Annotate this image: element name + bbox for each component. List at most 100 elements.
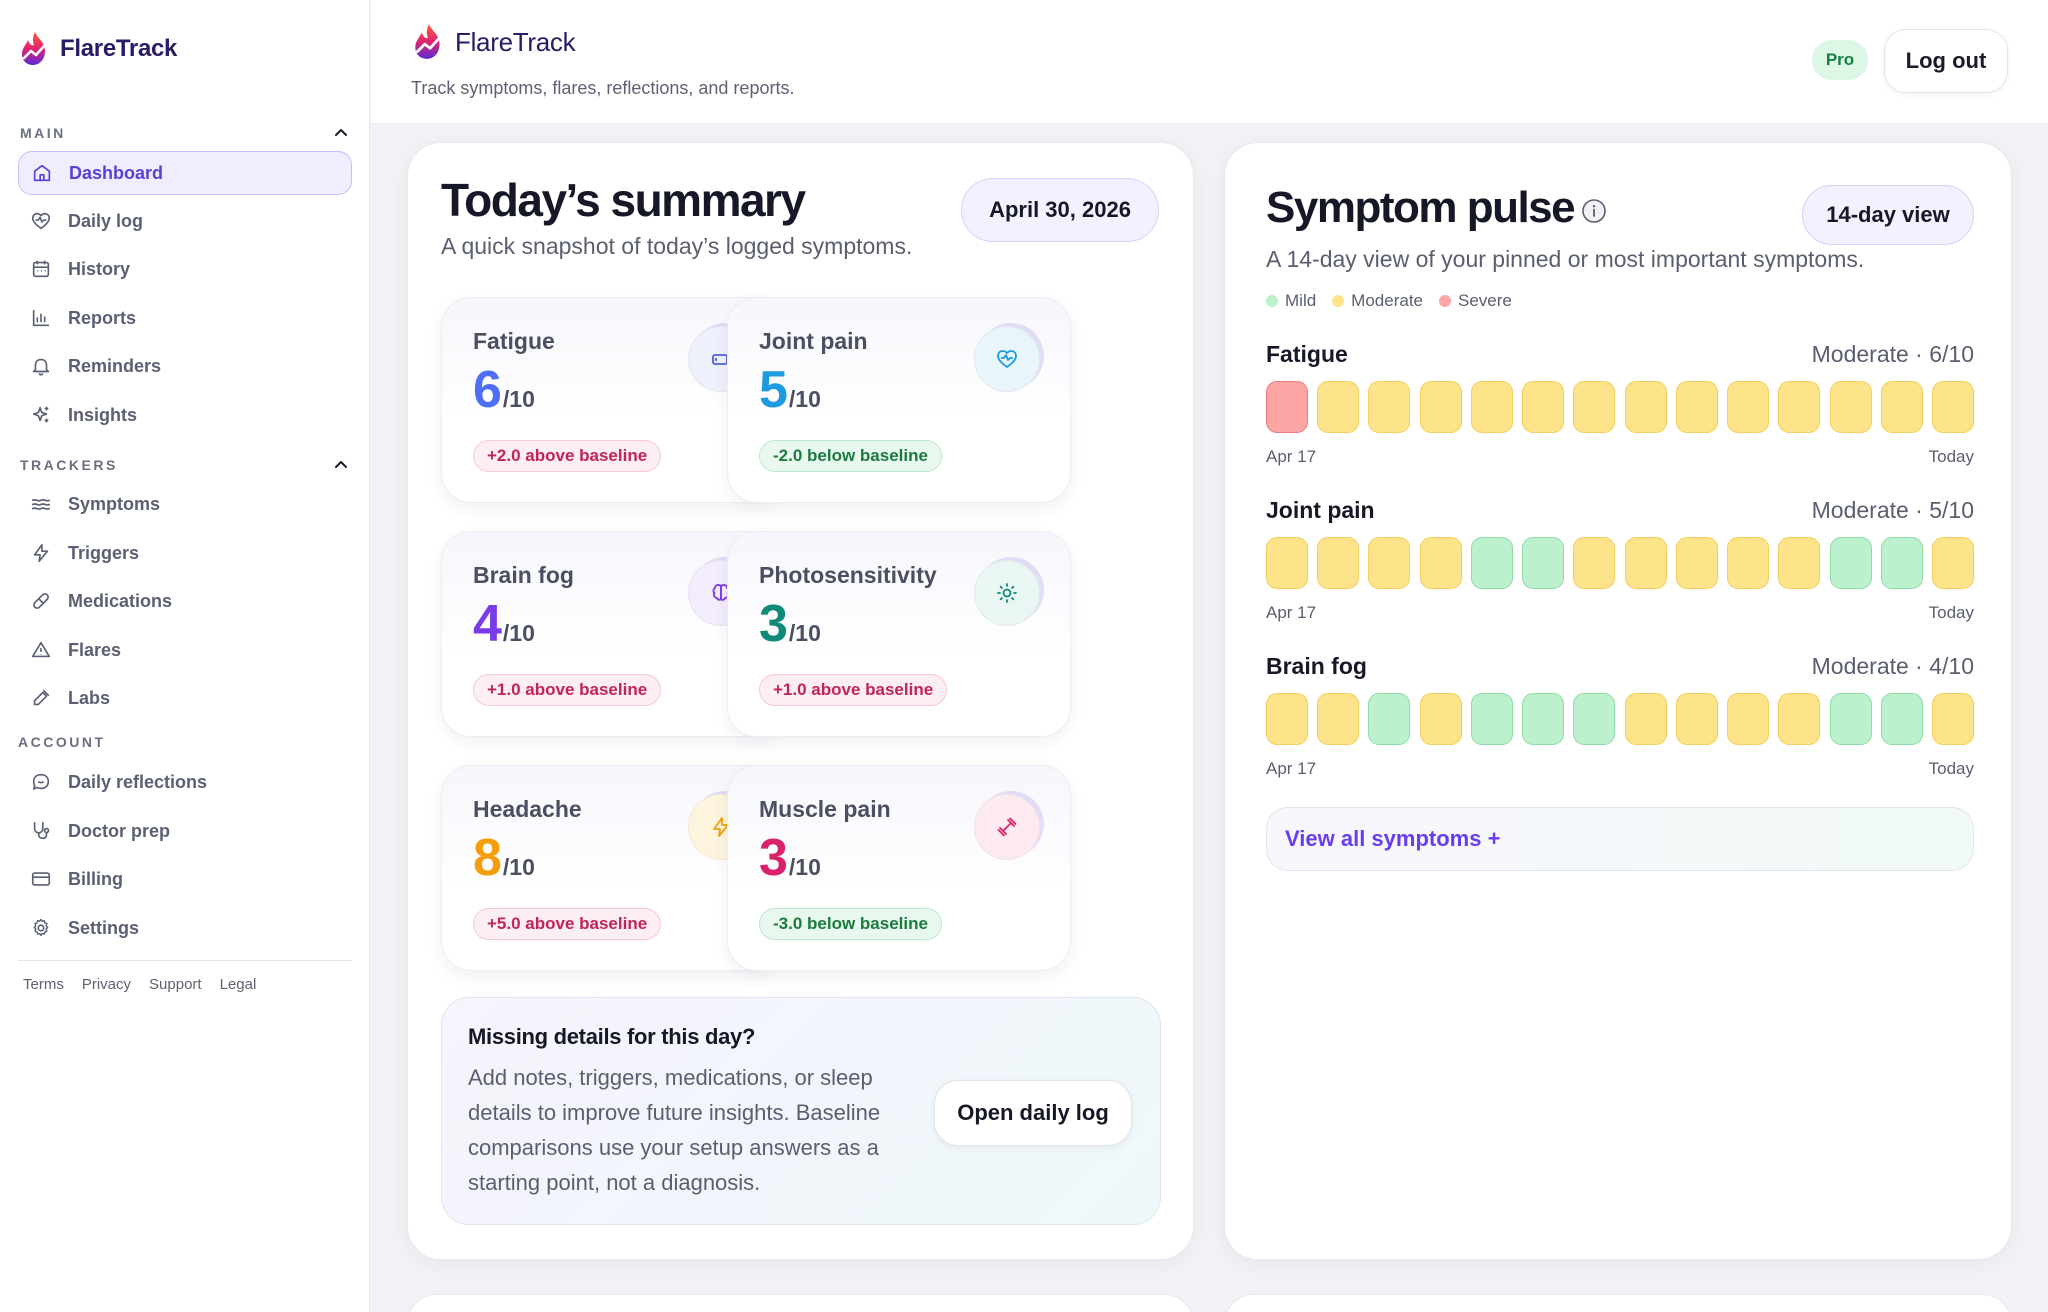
section-main[interactable]: MAIN	[20, 121, 350, 145]
day-cell-moderate[interactable]	[1420, 693, 1462, 745]
symptom-card[interactable]: Joint pain 5/10 -2.0 below baseline	[727, 297, 1071, 503]
footer-link-legal[interactable]: Legal	[219, 976, 257, 993]
day-cell-moderate[interactable]	[1778, 693, 1820, 745]
day-cell-moderate[interactable]	[1676, 381, 1718, 433]
range-start-label: Apr 17	[1266, 447, 1317, 466]
symptom-name: Muscle pain	[759, 796, 891, 822]
range-start-label: Apr 17	[1266, 759, 1317, 778]
day-cell-mild[interactable]	[1573, 693, 1615, 745]
day-cell-mild[interactable]	[1830, 693, 1872, 745]
day-cell-moderate[interactable]	[1727, 537, 1769, 589]
calendar-icon	[32, 260, 50, 278]
day-cell-moderate[interactable]	[1778, 381, 1820, 433]
legend-mild: Mild	[1266, 291, 1316, 311]
info-icon[interactable]	[1581, 198, 1607, 224]
sidebar-item-flares[interactable]: Flares	[18, 628, 352, 672]
sidebar-brand-name: FlareTrack	[60, 35, 178, 62]
sidebar-item-label: Labs	[68, 687, 111, 708]
sidebar-item-reminders[interactable]: Reminders	[18, 344, 352, 388]
sidebar-divider	[18, 960, 352, 961]
day-cell-moderate[interactable]	[1317, 381, 1359, 433]
pulse-day-cells	[1266, 693, 1974, 745]
symptom-name: Brain fog	[473, 562, 574, 588]
day-cell-moderate[interactable]	[1932, 381, 1974, 433]
symptom-score: 3/10	[759, 594, 821, 654]
summary-date-pill[interactable]: April 30, 2026	[961, 178, 1159, 242]
legend-dot	[1439, 295, 1451, 307]
fourteen-day-view-button[interactable]: 14-day view	[1802, 185, 1974, 245]
day-cell-moderate[interactable]	[1522, 381, 1564, 433]
pulse-symptom-name: Brain fog	[1266, 653, 1367, 679]
range-start-label: Apr 17	[1266, 603, 1317, 622]
day-cell-moderate[interactable]	[1625, 537, 1667, 589]
baseline-delta-badge: +2.0 above baseline	[473, 440, 662, 472]
day-cell-mild[interactable]	[1471, 693, 1513, 745]
sidebar-item-medications[interactable]: Medications	[18, 579, 352, 623]
day-cell-moderate[interactable]	[1830, 381, 1872, 433]
chevron-up-icon[interactable]	[332, 456, 350, 474]
day-cell-moderate[interactable]	[1317, 537, 1359, 589]
section-trackers[interactable]: TRACKERS	[20, 453, 350, 477]
day-cell-moderate[interactable]	[1266, 537, 1308, 589]
day-cell-moderate[interactable]	[1727, 381, 1769, 433]
day-cell-mild[interactable]	[1471, 537, 1513, 589]
symptom-pulse-panel: Symptom pulse 14-day view A 14-day view …	[1224, 142, 2012, 1260]
day-cell-moderate[interactable]	[1625, 693, 1667, 745]
sidebar-item-insights[interactable]: Insights	[18, 393, 352, 437]
symptom-card[interactable]: Photosensitivity 3/10 +1.0 above baseline	[727, 531, 1071, 737]
sidebar-item-triggers[interactable]: Triggers	[18, 531, 352, 575]
day-cell-mild[interactable]	[1522, 537, 1564, 589]
day-cell-moderate[interactable]	[1368, 537, 1410, 589]
day-cell-moderate[interactable]	[1368, 381, 1410, 433]
footer-link-support[interactable]: Support	[149, 976, 202, 993]
heart-pulse-icon	[974, 326, 1040, 392]
day-cell-mild[interactable]	[1881, 537, 1923, 589]
day-cell-moderate[interactable]	[1317, 693, 1359, 745]
sidebar-item-dashboard[interactable]: Dashboard	[18, 151, 352, 195]
day-cell-moderate[interactable]	[1881, 381, 1923, 433]
day-cell-moderate[interactable]	[1573, 537, 1615, 589]
symptom-card[interactable]: Muscle pain 3/10 -3.0 below baseline	[727, 765, 1071, 971]
day-cell-moderate[interactable]	[1727, 693, 1769, 745]
day-cell-moderate[interactable]	[1676, 693, 1718, 745]
day-cell-moderate[interactable]	[1420, 381, 1462, 433]
sidebar-item-doctor-prep[interactable]: Doctor prep	[18, 809, 352, 853]
header-brand[interactable]: FlareTrack	[411, 22, 576, 62]
view-all-symptoms-button[interactable]: View all symptoms +	[1266, 807, 1974, 871]
open-daily-log-button[interactable]: Open daily log	[934, 1080, 1132, 1146]
sidebar-item-billing[interactable]: Billing	[18, 857, 352, 901]
symptom-name: Photosensitivity	[759, 562, 937, 588]
sidebar-item-symptoms[interactable]: Symptoms	[18, 482, 352, 526]
sidebar-item-history[interactable]: History	[18, 247, 352, 291]
day-cell-moderate[interactable]	[1420, 537, 1462, 589]
day-cell-moderate[interactable]	[1573, 381, 1615, 433]
logout-button[interactable]: Log out	[1884, 29, 2008, 93]
day-cell-moderate[interactable]	[1778, 537, 1820, 589]
sidebar-item-reports[interactable]: Reports	[18, 296, 352, 340]
baseline-delta-badge: -2.0 below baseline	[759, 440, 942, 472]
day-cell-mild[interactable]	[1368, 693, 1410, 745]
day-cell-mild[interactable]	[1881, 693, 1923, 745]
footer-link-terms[interactable]: Terms	[23, 976, 64, 993]
waves-icon	[31, 498, 51, 510]
bar-chart-icon	[32, 309, 50, 327]
sidebar-item-labs[interactable]: Labs	[18, 676, 352, 720]
baseline-delta-badge: -3.0 below baseline	[759, 908, 942, 940]
sidebar-item-daily-log[interactable]: Daily log	[18, 199, 352, 243]
day-cell-mild[interactable]	[1830, 537, 1872, 589]
sidebar-item-daily-reflections[interactable]: Daily reflections	[18, 760, 352, 804]
chevron-up-icon[interactable]	[332, 124, 350, 142]
flame-logo-icon	[22, 32, 47, 65]
sidebar-item-settings[interactable]: Settings	[18, 906, 352, 950]
day-cell-mild[interactable]	[1522, 693, 1564, 745]
day-cell-moderate[interactable]	[1266, 693, 1308, 745]
day-cell-moderate[interactable]	[1676, 537, 1718, 589]
baseline-delta-badge: +1.0 above baseline	[759, 674, 948, 706]
day-cell-moderate[interactable]	[1932, 537, 1974, 589]
day-cell-severe[interactable]	[1266, 381, 1308, 433]
day-cell-moderate[interactable]	[1625, 381, 1667, 433]
sidebar-brand[interactable]: FlareTrack	[18, 30, 177, 68]
footer-link-privacy[interactable]: Privacy	[81, 976, 132, 993]
day-cell-moderate[interactable]	[1932, 693, 1974, 745]
day-cell-moderate[interactable]	[1471, 381, 1513, 433]
